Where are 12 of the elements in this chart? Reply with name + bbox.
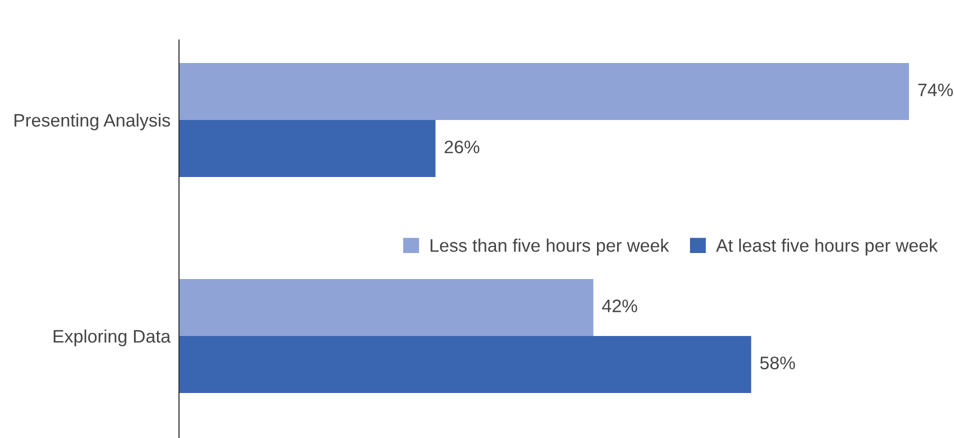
data-label: 42%	[602, 300, 638, 312]
legend-label: Less than five hours per week	[430, 238, 670, 256]
bar	[179, 336, 752, 394]
y-tick-label: Presenting Analysis	[14, 113, 170, 130]
data-label: 58%	[760, 356, 795, 370]
y-tick-label: Exploring Data	[54, 329, 171, 346]
data-label: 74%	[918, 84, 953, 96]
bar	[179, 278, 594, 336]
data-label: 26%	[444, 140, 480, 154]
legend-label: At least five hours per week	[716, 238, 938, 256]
bar	[179, 62, 909, 120]
bar	[179, 120, 436, 178]
